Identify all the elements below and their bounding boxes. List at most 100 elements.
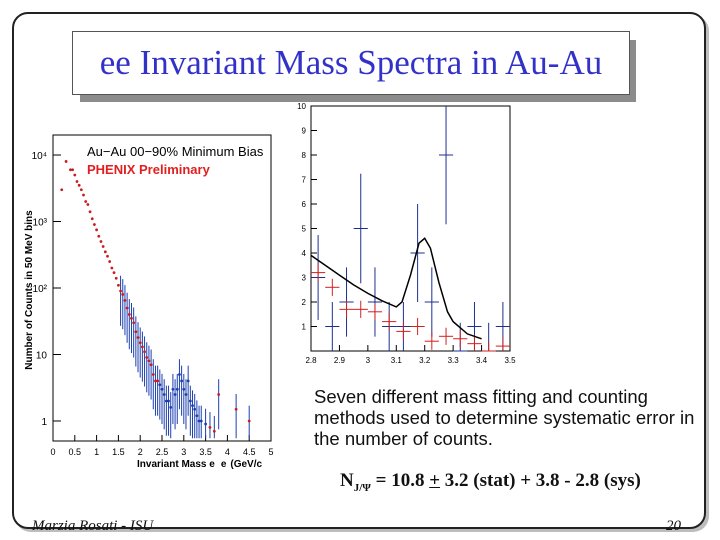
left-y-tick-label: 10 — [36, 350, 48, 361]
left-data-point — [186, 379, 190, 383]
right-x-tick-label: 2.8 — [305, 356, 317, 365]
slide-title: ee Invariant Mass Spectra in Au-Au — [99, 43, 603, 82]
left-data-point — [149, 363, 153, 367]
right-y-tick-label: 9 — [302, 127, 307, 136]
left-data-point — [143, 350, 146, 354]
left-data-point — [182, 387, 186, 391]
left-x-axis-label-part-2: e — [221, 459, 227, 470]
left-data-point — [75, 180, 79, 183]
left-data-point — [171, 387, 175, 391]
left-data-point — [97, 234, 101, 238]
right-y-tick-label: 7 — [302, 176, 307, 185]
left-data-point — [136, 336, 140, 339]
right-x-tick-label: 3.2 — [419, 356, 431, 365]
left-data-point — [88, 210, 92, 214]
right-y-tick-label: 10 — [297, 102, 306, 111]
right-x-tick-label: 3.5 — [504, 356, 516, 365]
left-axis-ticks: 0 0.5 1 1.5 2 2.5 3 3.5 4 4.5 5 1 10 10² 10³ 10⁴ — [32, 151, 274, 457]
left-data-point — [112, 271, 116, 275]
right-axis-ticks: 2.8 2.9 3 3.1 3.2 3.3 3.4 3.5 1 2 3 4 5 6 7 8 9 10 — [297, 102, 516, 365]
left-y-tick-label: 10³ — [33, 218, 48, 229]
caption-text: Seven different mass fitting and countin… — [314, 386, 695, 449]
left-y-axis-label: Number of Counts in 50 MeV bins — [24, 210, 35, 370]
left-y-tick-label: 1 — [41, 417, 47, 428]
eq-rest: 3.2 (stat) + 3.8 - 2.8 (sys) — [440, 470, 641, 491]
left-data-point — [108, 260, 112, 263]
left-data-point — [117, 283, 120, 287]
left-data-point — [193, 407, 197, 411]
left-data-point — [130, 316, 133, 320]
left-data-point — [145, 356, 149, 359]
left-data-point — [103, 250, 107, 254]
left-data-point — [204, 422, 208, 426]
left-data-point — [217, 393, 221, 396]
left-x-tick-label: 1 — [94, 447, 99, 457]
right-fit-curve — [310, 237, 482, 340]
left-data-point — [199, 419, 203, 423]
left-y-tick-label: 10² — [33, 284, 48, 295]
left-data-point — [180, 379, 184, 383]
left-title-label: Au−Au 00−90% Minimum Bias — [87, 144, 264, 159]
left-data-point — [93, 223, 96, 226]
left-data-point — [123, 299, 127, 302]
left-data-point — [234, 407, 238, 411]
left-x-axis-label-part-1: Invariant Mass e — [137, 459, 215, 470]
left-data-point — [64, 160, 68, 163]
right-y-tick-label: 8 — [302, 151, 307, 160]
left-mass-spectrum-chart: Number of Counts in 50 MeV bins Au−Au 00… — [24, 134, 274, 470]
left-data-point — [73, 173, 77, 177]
left-x-tick-label: 4 — [225, 447, 230, 457]
left-data-point — [101, 245, 105, 248]
left-data-point — [164, 399, 168, 403]
left-x-tick-label: 0.5 — [69, 447, 82, 457]
left-data-point — [79, 188, 83, 192]
left-data-points — [60, 160, 251, 439]
left-data-point — [132, 321, 136, 325]
right-y-tick-label: 4 — [302, 249, 307, 258]
left-data-point — [95, 228, 98, 232]
left-data-point — [69, 168, 72, 172]
right-y-tick-label: 1 — [302, 323, 307, 332]
left-data-point — [147, 359, 151, 363]
eq-plusminus: + — [429, 470, 441, 491]
left-x-tick-label: 2 — [138, 447, 143, 457]
left-data-point — [119, 289, 122, 293]
left-data-point — [195, 414, 199, 418]
right-series-group — [310, 106, 510, 352]
eq-value: = 10.8 — [370, 470, 430, 491]
left-x-tick-label: 3.5 — [199, 447, 212, 457]
right-x-tick-label: 2.9 — [334, 356, 346, 365]
left-data-point — [178, 373, 181, 376]
right-x-tick-label: 3.1 — [391, 356, 403, 365]
left-x-axis-label: Invariant Mass e e (GeV/c — [137, 459, 262, 470]
right-y-tick-label: 6 — [302, 200, 307, 209]
left-data-point — [169, 406, 173, 409]
left-data-point — [84, 200, 88, 203]
left-data-point — [71, 168, 75, 172]
left-subtitle-label: PHENIX Preliminary — [87, 162, 211, 177]
left-data-point — [134, 330, 138, 334]
left-data-point — [173, 393, 177, 396]
left-x-tick-label: 3 — [181, 447, 186, 457]
right-y-tick-label: 3 — [302, 274, 307, 283]
left-data-point — [162, 393, 166, 396]
left-data-point — [90, 217, 94, 221]
left-data-point — [188, 399, 192, 403]
right-y-tick-label: 5 — [302, 225, 307, 234]
left-data-point — [208, 426, 212, 429]
left-data-point — [60, 188, 64, 192]
right-x-tick-label: 3.4 — [476, 356, 488, 365]
left-data-point — [114, 276, 118, 280]
left-data-point — [184, 393, 188, 396]
right-x-tick-label: 3 — [366, 356, 371, 365]
left-data-point — [110, 266, 114, 270]
left-data-point — [99, 240, 103, 243]
left-x-tick-label: 1.5 — [112, 447, 125, 457]
right-plot-frame — [310, 105, 511, 352]
left-data-point — [154, 379, 157, 383]
left-data-point — [191, 404, 194, 408]
left-data-point — [121, 293, 125, 296]
right-jpsi-peak-chart: 2.8 2.9 3 3.1 3.2 3.3 3.4 3.5 1 2 3 4 5 6 7 8 9 10 — [297, 102, 516, 365]
left-x-tick-label: 4.5 — [243, 447, 256, 457]
eq-sub: J/Ψ — [353, 481, 371, 494]
